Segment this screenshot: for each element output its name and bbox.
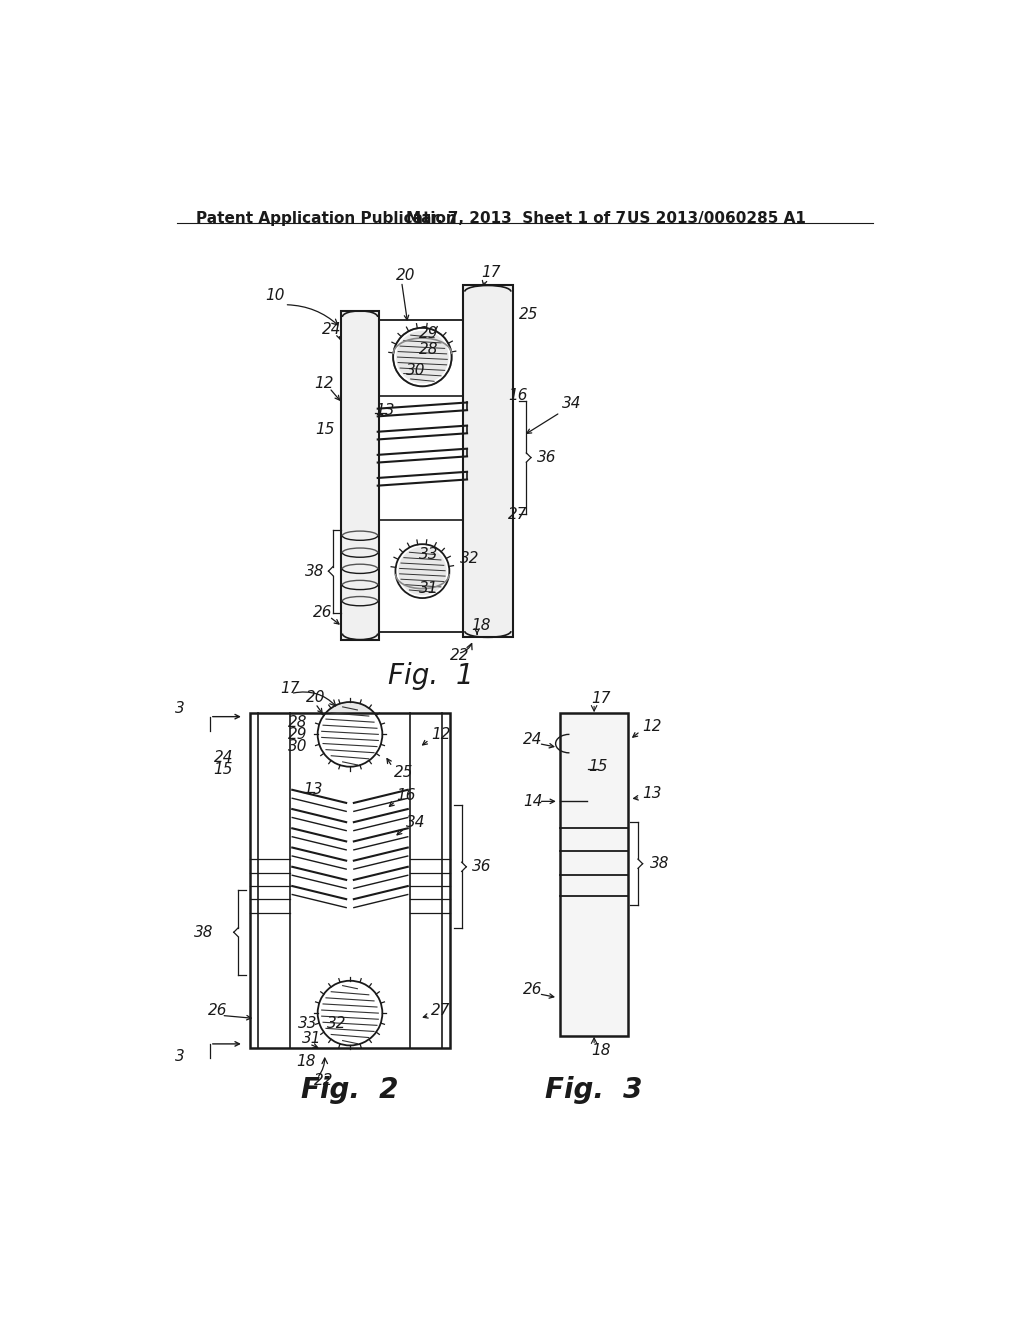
Polygon shape [396, 331, 449, 383]
Text: US 2013/0060285 A1: US 2013/0060285 A1 [628, 211, 806, 226]
Text: 28: 28 [289, 714, 308, 730]
Text: 22: 22 [451, 648, 470, 663]
Polygon shape [398, 546, 446, 595]
Text: 17: 17 [591, 692, 610, 706]
Text: 18: 18 [591, 1043, 610, 1057]
Bar [560, 713, 628, 1036]
Text: 10: 10 [265, 288, 285, 304]
Text: 15: 15 [214, 762, 233, 777]
Text: 3: 3 [175, 1049, 185, 1064]
Text: 12: 12 [642, 719, 662, 734]
Text: 26: 26 [523, 982, 543, 998]
Text: 36: 36 [538, 450, 557, 465]
Text: 28: 28 [419, 342, 438, 356]
Text: 22: 22 [313, 1073, 334, 1088]
Text: 17: 17 [281, 681, 300, 696]
Text: 18: 18 [471, 618, 490, 632]
Text: 38: 38 [304, 564, 324, 578]
Text: 31: 31 [301, 1031, 321, 1045]
Text: 34: 34 [562, 396, 582, 411]
Text: 15: 15 [315, 422, 335, 437]
Text: 33: 33 [419, 548, 438, 562]
Text: 29: 29 [419, 326, 439, 342]
Text: 36: 36 [472, 859, 492, 874]
Text: 24: 24 [523, 733, 543, 747]
Text: 20: 20 [396, 268, 416, 282]
Text: Patent Application Publication: Patent Application Publication [196, 211, 457, 226]
Text: 29: 29 [289, 727, 308, 742]
Text: 12: 12 [431, 727, 451, 742]
Text: 20: 20 [306, 690, 326, 705]
Bar [250, 713, 451, 1048]
Text: 32: 32 [327, 1015, 346, 1031]
Text: 30: 30 [407, 363, 426, 378]
Bar [463, 285, 513, 638]
Polygon shape [317, 981, 382, 1045]
Text: 13: 13 [303, 783, 323, 797]
Text: 32: 32 [460, 552, 479, 566]
Text: 25: 25 [519, 308, 539, 322]
Text: 30: 30 [289, 739, 308, 754]
Text: 33: 33 [298, 1015, 317, 1031]
Text: 25: 25 [394, 766, 414, 780]
Text: 27: 27 [508, 507, 527, 521]
Text: 16: 16 [396, 788, 416, 804]
Text: 24: 24 [214, 750, 233, 766]
Text: 13: 13 [642, 787, 662, 801]
Text: Fig.  1: Fig. 1 [388, 661, 474, 690]
Text: 18: 18 [296, 1055, 315, 1069]
Text: 38: 38 [649, 857, 669, 871]
Text: 15: 15 [588, 759, 607, 775]
Text: 38: 38 [194, 925, 213, 940]
Text: 3: 3 [175, 701, 185, 717]
Text: Fig.  2: Fig. 2 [301, 1076, 398, 1104]
Text: 24: 24 [322, 322, 341, 337]
Text: Mar. 7, 2013  Sheet 1 of 7: Mar. 7, 2013 Sheet 1 of 7 [407, 211, 627, 226]
Text: 12: 12 [313, 376, 334, 391]
Text: 13: 13 [376, 404, 395, 418]
Text: 26: 26 [208, 1003, 227, 1018]
Polygon shape [317, 702, 382, 767]
Text: 26: 26 [313, 605, 333, 620]
Text: 27: 27 [431, 1003, 451, 1018]
Text: 17: 17 [481, 265, 501, 280]
Text: 14: 14 [523, 793, 543, 809]
Text: 31: 31 [419, 581, 439, 595]
Text: 34: 34 [407, 814, 426, 830]
Text: Fig.  3: Fig. 3 [546, 1076, 643, 1104]
Text: 16: 16 [508, 388, 527, 403]
Bar [341, 312, 379, 640]
